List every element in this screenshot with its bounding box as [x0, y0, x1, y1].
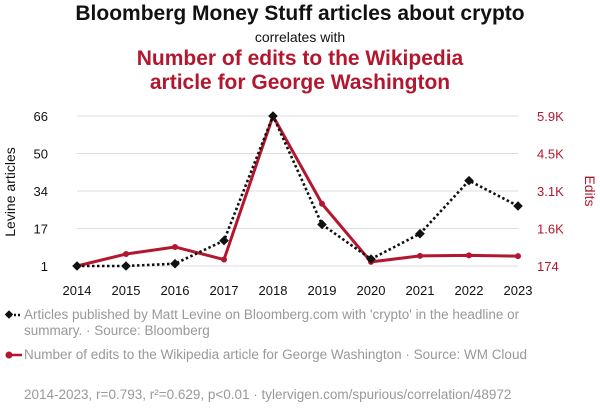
left-tick-label: 50: [34, 147, 48, 162]
legend-text-articles: Articles published by Matt Levine on Blo…: [4, 307, 564, 339]
edits-point: [172, 244, 178, 250]
x-tick-label: 2017: [210, 283, 239, 298]
x-tick-label: 2021: [406, 283, 435, 298]
left-tick-label: 1: [41, 259, 48, 274]
edits-point: [123, 251, 129, 257]
legend-text-edits: Number of edits to the Wikipedia article…: [4, 347, 564, 363]
right-axis-title: Edits: [582, 175, 598, 206]
articles-point: [513, 201, 523, 211]
articles-point: [219, 236, 229, 246]
articles-point: [72, 261, 82, 271]
right-tick-label: 5.9K: [537, 109, 564, 124]
edits-point: [319, 201, 325, 207]
right-tick-label: 1.6K: [537, 222, 564, 237]
x-tick-label: 2022: [455, 283, 484, 298]
edits-point: [221, 257, 227, 263]
articles-point: [170, 259, 180, 269]
articles-point: [464, 176, 474, 186]
legend-diamond-marker: [4, 309, 24, 321]
right-tick-label: 3.1K: [537, 184, 564, 199]
articles-point: [121, 261, 131, 271]
left-axis-ticks: 1 17 34 50 66: [34, 109, 48, 274]
legend-item-edits: Number of edits to the Wikipedia article…: [4, 347, 564, 363]
legend-item-articles: Articles published by Matt Levine on Blo…: [4, 307, 564, 339]
x-tick-label: 2018: [259, 283, 288, 298]
edits-point: [417, 253, 423, 259]
edits-point: [466, 252, 472, 258]
x-tick-label: 2020: [357, 283, 386, 298]
x-tick-label: 2015: [112, 283, 141, 298]
left-tick-label: 17: [34, 222, 48, 237]
right-axis-ticks: 174 1.6K 3.1K 4.5K 5.9K: [537, 109, 564, 274]
x-tick-label: 2023: [504, 283, 533, 298]
x-tick-label: 2016: [161, 283, 190, 298]
grid-lines: [77, 116, 518, 266]
left-tick-label: 66: [34, 109, 48, 124]
x-tick-label: 2019: [308, 283, 337, 298]
x-axis-ticks: 2014 2015 2016 2017 2018 2019 2020 2021 2022 2023: [63, 283, 533, 298]
legend-circle-marker: [4, 349, 24, 361]
left-tick-label: 34: [34, 184, 48, 199]
footer-stats: 2014-2023, r=0.793, r²=0.629, p<0.01 · t…: [24, 387, 511, 402]
right-tick-label: 4.5K: [537, 147, 564, 162]
edits-point: [515, 253, 521, 259]
left-axis-title: Levine articles: [2, 147, 18, 237]
articles-point: [317, 220, 327, 230]
right-tick-label: 174: [537, 259, 559, 274]
x-tick-label: 2014: [63, 283, 92, 298]
